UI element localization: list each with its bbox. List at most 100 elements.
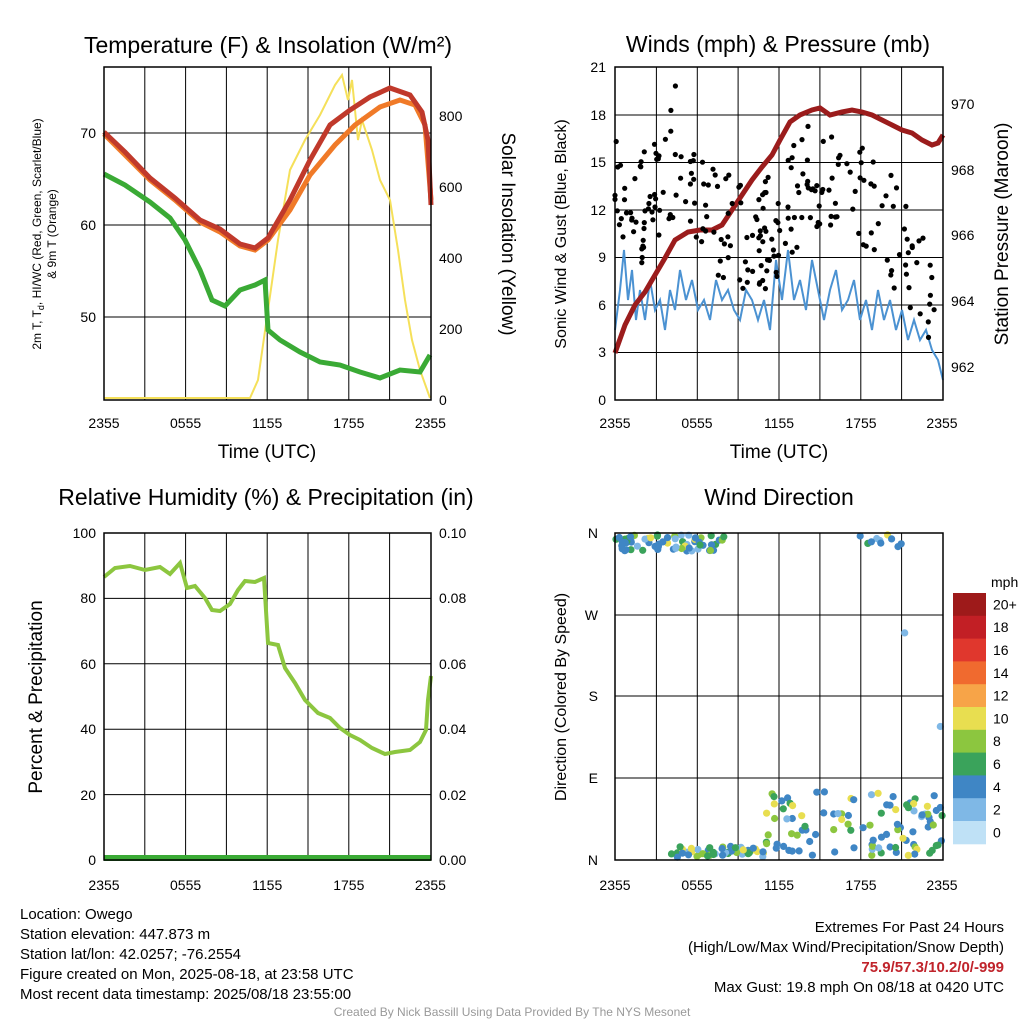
direction-point xyxy=(707,532,715,540)
wind-left-tick: 18 xyxy=(590,107,606,123)
rh-panel: Relative Humidity (%) & Precipitation (i… xyxy=(26,484,474,893)
rh-x-tick: 2355 xyxy=(415,877,446,893)
temp-gridlines xyxy=(104,67,431,400)
colorbar-swatch xyxy=(953,615,986,640)
gust-point xyxy=(836,155,842,161)
gust-point xyxy=(757,280,763,286)
direction-point xyxy=(764,831,772,839)
gust-point xyxy=(692,200,698,206)
wind-title: Winds (mph) & Pressure (mb) xyxy=(626,31,930,57)
direction-point xyxy=(663,534,672,542)
gust-point xyxy=(650,217,656,223)
temp-x-tick: 1755 xyxy=(333,415,364,431)
temp-ylabel-part: , HI/WC (Red, Green, Scarlet/Blue) xyxy=(30,118,44,305)
gust-point xyxy=(826,187,832,193)
temp-right-tick: 600 xyxy=(439,179,463,195)
gust-point xyxy=(660,189,666,195)
gust-point xyxy=(927,262,933,268)
wind-x-tick: 0555 xyxy=(681,415,712,431)
direction-point xyxy=(868,851,876,859)
dewpoint-line xyxy=(102,171,433,381)
gust-point xyxy=(914,260,920,266)
wind-x-tick: 2355 xyxy=(599,415,630,431)
gust-point xyxy=(799,214,805,221)
direction-point xyxy=(707,541,716,549)
wind-gridlines xyxy=(615,67,943,400)
gust-point xyxy=(909,243,915,249)
direction-point xyxy=(654,545,662,554)
direction-point xyxy=(834,810,842,818)
gust-point xyxy=(656,232,662,238)
temp-right-tick: 0 xyxy=(439,392,447,408)
direction-point xyxy=(685,544,693,552)
gust-point xyxy=(863,243,869,249)
direction-point xyxy=(936,803,944,812)
direction-point xyxy=(801,822,809,830)
temp-x-tick: 0555 xyxy=(170,415,201,431)
gust-point xyxy=(774,273,780,279)
max-gust: Max Gust: 19.8 mph On 08/18 at 0420 UTC xyxy=(713,979,1004,996)
direction-point xyxy=(850,796,858,804)
gust-point xyxy=(931,307,937,313)
temp-left-tick: 70 xyxy=(80,125,96,141)
gust-point xyxy=(834,214,840,220)
wind-right-ticks: 962 964 966 968 970 xyxy=(951,96,975,375)
gust-point xyxy=(704,214,710,220)
gust-point xyxy=(800,171,806,177)
direction-point xyxy=(838,815,846,824)
gust-point xyxy=(888,272,894,278)
direction-point xyxy=(888,535,896,543)
gust-point xyxy=(633,219,639,225)
direction-point xyxy=(909,828,917,836)
colorbar-label: 14 xyxy=(993,665,1009,681)
gust-point xyxy=(620,234,626,240)
gust-point xyxy=(673,192,679,198)
rh-line xyxy=(102,558,433,757)
gust-point xyxy=(903,203,909,209)
wind-left-tick: 15 xyxy=(590,154,606,170)
wind-axes xyxy=(614,66,944,401)
direction-point xyxy=(806,837,814,846)
direction-point xyxy=(901,629,909,637)
gust-point xyxy=(687,181,694,187)
gust-point xyxy=(742,259,749,265)
direction-point xyxy=(904,851,912,860)
station-location: Location: Owego xyxy=(20,906,133,923)
gust-point xyxy=(775,252,782,258)
gust-point xyxy=(883,193,889,199)
direction-point xyxy=(893,820,902,828)
gust-point xyxy=(753,214,759,220)
direction-point xyxy=(704,852,712,860)
direction-point xyxy=(694,845,702,854)
station-info: Location: Owego Station elevation: 447.8… xyxy=(20,905,354,1005)
wind-left-tick: 9 xyxy=(598,249,606,265)
colorbar-label: 8 xyxy=(993,733,1001,749)
gust-point xyxy=(785,157,791,163)
rh-left-tick: 20 xyxy=(80,787,96,803)
gust-point xyxy=(828,213,834,219)
gust-point xyxy=(925,334,932,340)
gust-point xyxy=(745,267,751,273)
direction-point xyxy=(770,793,778,801)
direction-point xyxy=(910,807,918,815)
gust-point xyxy=(765,174,771,180)
direction-point xyxy=(720,533,728,541)
direction-point xyxy=(783,815,791,823)
wind-x-tick: 2355 xyxy=(926,415,957,431)
recent-data-timestamp: Most recent data timestamp: 2025/08/18 2… xyxy=(20,986,352,1003)
gust-point xyxy=(760,239,766,245)
gust-point xyxy=(758,263,764,269)
direction-point xyxy=(691,534,700,542)
colorbar-swatch xyxy=(953,684,986,708)
direction-point xyxy=(847,826,855,834)
gust-point xyxy=(714,183,721,189)
direction-point xyxy=(772,844,780,852)
wind-x-tick: 1155 xyxy=(764,415,794,431)
direction-point xyxy=(706,546,715,555)
gust-point xyxy=(687,158,694,165)
gust-point xyxy=(794,183,801,189)
gust-point xyxy=(653,196,659,202)
direction-point xyxy=(719,851,727,859)
colorbar-label: 20+ xyxy=(993,596,1017,612)
dir-x-ticks: 2355 0555 1155 1755 2355 xyxy=(599,877,957,893)
